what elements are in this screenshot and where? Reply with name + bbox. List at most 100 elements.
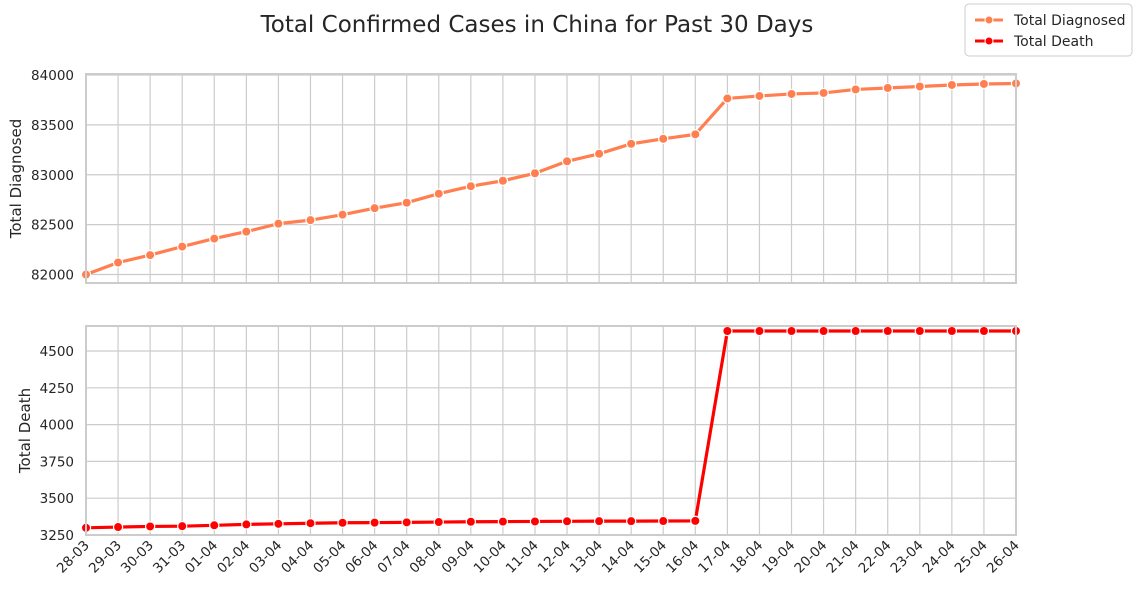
legend: Total Diagnosed Total Death: [964, 3, 1133, 57]
data-point: [882, 325, 893, 337]
x-tick-label: 21-04: [823, 538, 862, 577]
data-point: [850, 84, 861, 95]
data-point: [401, 517, 412, 528]
data-point: [305, 518, 316, 529]
data-point: [112, 257, 124, 268]
y-tick-label: 4500: [40, 344, 74, 360]
data-point: [754, 90, 765, 102]
data-point: [561, 156, 573, 167]
data-point: [914, 325, 925, 337]
data-point: [273, 518, 284, 530]
y-tick-label: 82000: [31, 268, 74, 284]
data-point: [658, 515, 669, 527]
data-point: [273, 218, 284, 229]
data-point: [369, 202, 380, 214]
data-point: [786, 88, 797, 100]
data-point: [690, 129, 701, 140]
x-tick-label: 17-04: [695, 538, 734, 577]
x-tick-label: 08-04: [407, 538, 446, 577]
panel-diagnosed: 82000 82500 83000 83500 84000 Total Diagnose…: [7, 68, 1022, 284]
data-point: [433, 516, 444, 528]
data-point: [722, 325, 733, 337]
x-tick-label: 02-04: [214, 538, 253, 577]
data-point: [529, 516, 541, 527]
legend-frame: [964, 3, 1133, 57]
legend-label-death: Total Death: [1013, 34, 1093, 50]
y-tick-label: 83500: [31, 118, 74, 134]
panel-death-ylabel: Total Death: [16, 388, 34, 474]
data-point: [561, 516, 573, 527]
y-tick-label: 4250: [40, 381, 74, 397]
x-tick-label: 16-04: [663, 538, 702, 577]
data-point: [433, 188, 444, 199]
data-point: [401, 197, 412, 208]
data-point: [946, 325, 958, 337]
panel-death-frame: [85, 325, 1017, 536]
data-point: [209, 520, 220, 531]
panel-death-grid: [85, 326, 1017, 536]
panel-death-yticks: 3250 3500 3750 4000 4250 4500: [40, 344, 74, 544]
panel-diagnosed-frame: [85, 73, 1017, 284]
panel-diagnosed-grid: [85, 74, 1017, 283]
data-point: [497, 516, 509, 527]
x-tick-label: 01-04: [182, 538, 221, 577]
series-line: [84, 81, 1018, 277]
data-point: [882, 82, 893, 94]
x-tick-label: 19-04: [759, 538, 798, 577]
data-point: [305, 214, 316, 226]
data-point: [946, 79, 958, 91]
data-point: [850, 325, 861, 337]
data-point: [241, 519, 252, 530]
x-tick-label: 14-04: [599, 538, 638, 577]
data-point: [209, 233, 220, 244]
y-tick-label: 3750: [40, 454, 74, 470]
x-tick-label: 13-04: [567, 538, 606, 577]
x-tick-label: 11-04: [503, 538, 542, 577]
data-point: [112, 521, 124, 533]
data-point: [690, 515, 701, 527]
data-point: [369, 517, 380, 528]
data-point: [818, 325, 829, 337]
data-point: [465, 181, 477, 192]
y-tick-label: 4000: [40, 418, 74, 434]
x-tick-label: 06-04: [342, 538, 381, 577]
data-point: [754, 325, 765, 337]
y-tick-label: 3250: [40, 528, 74, 544]
data-point: [658, 133, 669, 145]
x-tick-label: 15-04: [631, 538, 670, 577]
legend-swatch-marker-death: [984, 36, 994, 46]
data-point: [914, 81, 925, 92]
y-tick-label: 84000: [31, 68, 74, 84]
x-tick-label: 18-04: [727, 538, 766, 577]
x-tick-label: 30-03: [118, 538, 157, 577]
data-point: [722, 93, 733, 104]
x-tick-label: 25-04: [952, 538, 991, 577]
series-line: [84, 329, 1018, 530]
panel-death: 3250 3500 3750 4000 4250 4500 Total Death: [16, 325, 1022, 544]
x-tick-label: 20-04: [791, 538, 830, 577]
x-tick-label: 07-04: [374, 538, 413, 577]
data-point: [177, 520, 188, 532]
legend-label-diagnosed: Total Diagnosed: [1013, 13, 1126, 29]
y-tick-label: 82500: [31, 218, 74, 234]
data-point: [241, 226, 252, 237]
data-point: [144, 521, 156, 532]
data-point: [529, 168, 541, 179]
data-point: [593, 148, 605, 160]
panel-diagnosed-ylabel: Total Diagnosed: [7, 119, 25, 239]
x-tick-label: 22-04: [855, 538, 894, 577]
panel-diagnosed-series: [80, 78, 1022, 280]
data-point: [177, 241, 188, 252]
data-point: [465, 516, 477, 527]
x-tick-label: 29-03: [86, 538, 125, 577]
y-tick-label: 83000: [31, 168, 74, 184]
data-point: [625, 515, 637, 527]
x-tick-labels: 28-0329-0330-0331-0301-0402-0403-0404-04…: [54, 538, 1023, 577]
x-tick-label: 31-03: [150, 538, 189, 577]
data-point: [978, 325, 990, 337]
x-tick-label: 10-04: [471, 538, 510, 577]
x-tick-label: 04-04: [278, 538, 317, 577]
x-tick-label: 23-04: [888, 538, 927, 577]
data-point: [786, 325, 797, 337]
